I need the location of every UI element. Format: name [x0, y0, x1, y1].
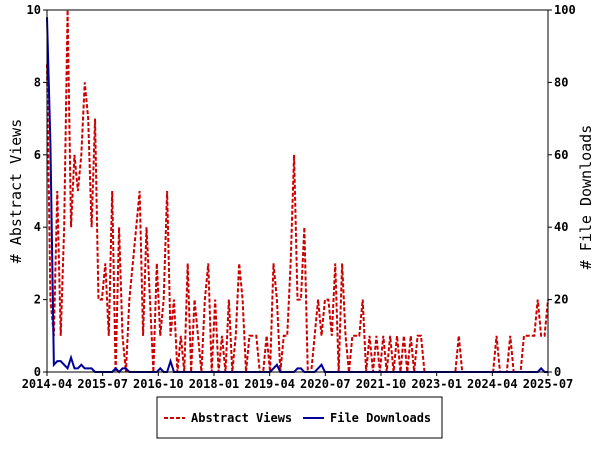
x-tick-label: 2015-07	[77, 377, 128, 391]
y-tick-label-right: 80	[554, 75, 568, 89]
x-tick-label: 2023-01	[411, 377, 462, 391]
y-tick-label-left: 2	[34, 293, 41, 307]
y-tick-label-right: 20	[554, 293, 568, 307]
x-tick-label: 2016-10	[133, 377, 184, 391]
x-tick-label: 2014-04	[22, 377, 73, 391]
y-tick-label-left: 8	[34, 75, 41, 89]
y-tick-label-left: 6	[34, 148, 41, 162]
y-axis-title-left: # Abstract Views	[7, 119, 25, 264]
y-axis-title-right: # File Downloads	[577, 125, 595, 270]
x-tick-label: 2021-10	[356, 377, 407, 391]
y-tick-label-right: 60	[554, 148, 568, 162]
x-tick-label: 2020-07	[300, 377, 351, 391]
y-tick-label-right: 40	[554, 220, 568, 234]
y-tick-label-left: 0	[34, 365, 41, 379]
x-tick-label: 2025-07	[523, 377, 574, 391]
y-tick-label-left: 4	[34, 220, 41, 234]
legend-box	[156, 396, 443, 439]
x-tick-label: 2018-01	[189, 377, 240, 391]
legend: Abstract Views File Downloads	[156, 396, 443, 439]
y-tick-label-right: 0	[554, 365, 561, 379]
legend-label-file-downloads: File Downloads	[330, 411, 431, 425]
x-tick-label: 2024-04	[467, 377, 518, 391]
x-tick-label: 2019-04	[244, 377, 295, 391]
plot-frame	[46, 9, 549, 373]
legend-label-abstract-views: Abstract Views	[191, 411, 292, 425]
y-tick-label-left: 10	[27, 3, 41, 17]
y-tick-label-right: 100	[554, 3, 576, 17]
